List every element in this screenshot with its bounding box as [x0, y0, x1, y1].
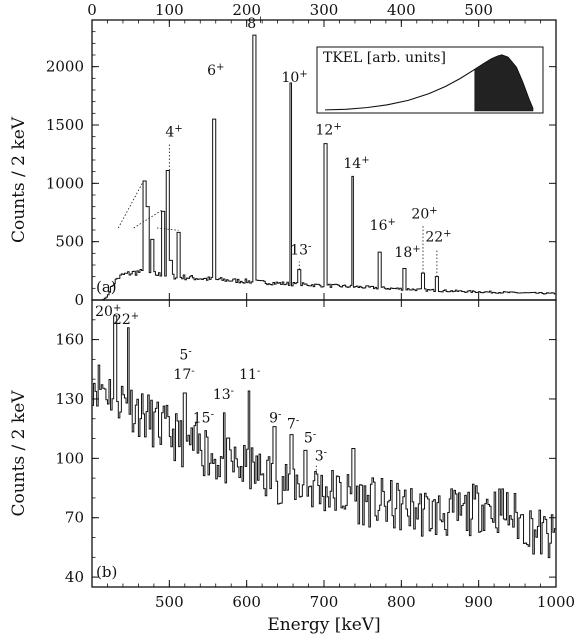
y-axis-tick-label: 100: [55, 449, 84, 467]
panel-b-tag: (b): [96, 563, 117, 581]
y-axis-tick-label: 0: [74, 291, 84, 309]
peak-label: 13-: [213, 385, 234, 403]
y-axis-tick-label: 130: [55, 390, 84, 408]
peak-label: 15-: [193, 409, 214, 427]
peak-label: 22+: [425, 228, 451, 246]
top-axis-tick-label: 300: [310, 1, 339, 19]
panel-a: 0 100 200 300 400 500 0 500 1000 1500 2000 Counts /…: [9, 1, 557, 309]
inset-shaded-region: [474, 54, 534, 112]
peak-label: 18+: [394, 243, 420, 261]
top-axis-tick-label: 200: [232, 1, 261, 19]
xray-leader-line: [156, 227, 179, 231]
peak-label: 6+: [207, 61, 224, 79]
peak-label: 22+: [113, 310, 139, 328]
peak-label: 10+: [282, 68, 308, 86]
top-axis-tick-label: 0: [87, 1, 97, 19]
top-axis-tick-label: 100: [155, 1, 184, 19]
y-axis-tick-label: 40: [65, 568, 84, 586]
top-axis-tick-label: 500: [464, 1, 493, 19]
peak-label: 20+: [95, 302, 121, 320]
x-axis-tick-label: 600: [232, 593, 261, 611]
peak-label: 5-: [179, 346, 191, 364]
peak-label: 8+: [247, 15, 264, 32]
peak-label: 11-: [239, 366, 260, 384]
peak-label: 16+: [370, 217, 396, 235]
peak-label: 7-: [287, 415, 299, 433]
spectrum-a-line: [92, 34, 556, 301]
peak-label: 20+: [411, 205, 437, 223]
x-axis-tick-label: 1000: [537, 593, 575, 611]
peak-label: 4+: [165, 123, 182, 141]
y-axis-tick-label: 2000: [46, 58, 84, 76]
panel-a-tag: (a): [96, 278, 117, 296]
spectrum-b-line: [92, 315, 556, 559]
peak-label: 3-: [315, 447, 327, 465]
y-axis-tick-label: 160: [55, 331, 84, 349]
xray-leader-line: [133, 208, 164, 229]
x-axis-tick-label: 900: [464, 593, 493, 611]
y-axis-tick-label: 1000: [46, 174, 84, 192]
peak-label: 5-: [304, 429, 316, 447]
y-axis-title-b: Counts / 2 keV: [9, 390, 29, 517]
peak-label: 12+: [316, 121, 342, 139]
peak-label: 17-: [173, 366, 194, 384]
x-axis-title: Energy [keV]: [267, 615, 380, 635]
x-axis-tick-label: 700: [310, 593, 339, 611]
y-axis-title-a: Counts / 2 keV: [9, 116, 29, 243]
y-axis-tick-label: 70: [65, 509, 84, 527]
y-axis-tick-label: 1500: [46, 116, 84, 134]
peak-label: 14+: [343, 155, 369, 173]
top-axis-tick-label: 400: [387, 1, 416, 19]
x-axis-tick-label: 500: [155, 593, 184, 611]
peak-label: 13-: [290, 241, 311, 259]
peak-label: 9-: [269, 409, 281, 427]
panel-b: 500 600 700 800 900 1000 40 70 100 130 160 Counts /…: [9, 299, 575, 635]
xray-leader-line: [117, 178, 145, 229]
inset-title: TKEL [arb. units]: [323, 50, 446, 66]
y-axis-tick-label: 500: [55, 233, 84, 251]
x-axis-tick-label: 800: [387, 593, 416, 611]
